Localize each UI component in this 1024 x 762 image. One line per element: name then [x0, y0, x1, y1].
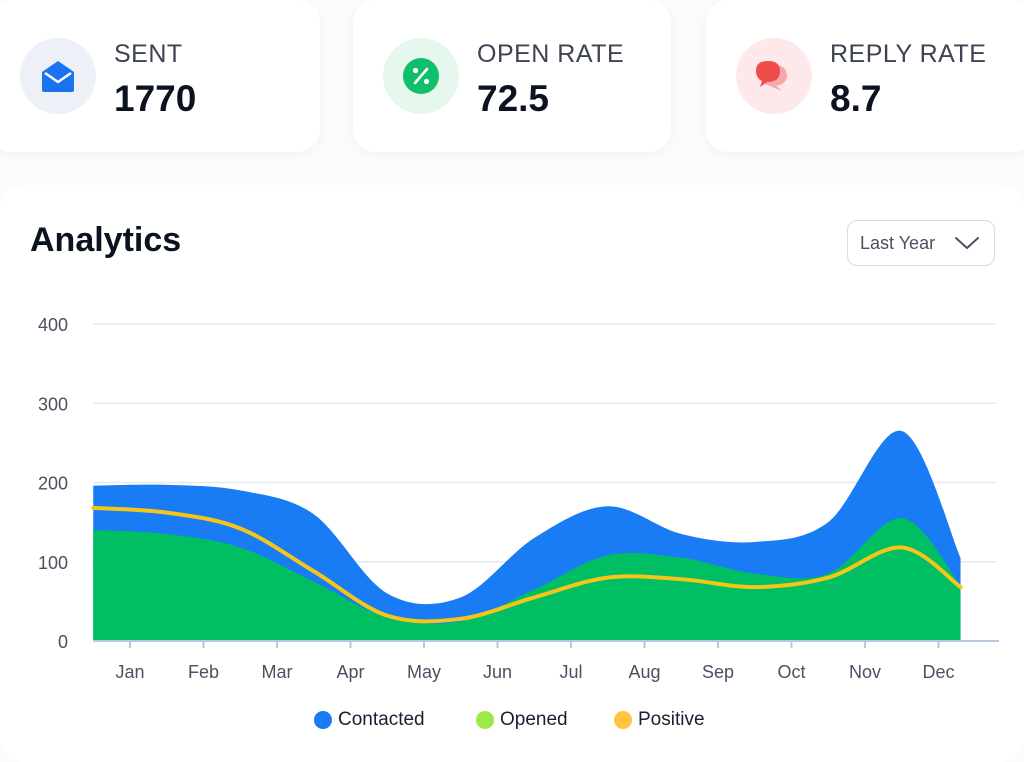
reply-rate-stat-card: REPLY RATE 8.7	[706, 0, 1024, 152]
x-tick-label: Oct	[777, 662, 805, 682]
chat-icon-circle	[736, 38, 812, 114]
x-tick-label: Dec	[922, 662, 954, 682]
x-tick-label: Jun	[483, 662, 512, 682]
legend-label-positive: Positive	[638, 709, 705, 730]
y-axis-ticks: 0 100 200 300 400	[38, 315, 68, 652]
legend-item-positive[interactable]: Positive	[614, 709, 705, 731]
sent-value: 1770	[114, 78, 197, 119]
legend-item-contacted[interactable]: Contacted	[314, 709, 425, 731]
x-tick-label: Sep	[702, 662, 734, 682]
percent-icon-circle	[383, 38, 459, 114]
x-axis-ticks: Jan Feb Mar Apr May Jun Jul Aug Sep Oct Nov Dec	[115, 641, 955, 682]
x-tick-label: Mar	[262, 662, 293, 682]
chart-legend: Contacted Opened Positive	[0, 709, 1024, 739]
legend-dot-contacted	[314, 711, 332, 729]
y-tick-label: 400	[38, 315, 68, 335]
percent-icon	[403, 58, 439, 94]
open-rate-stat-card: OPEN RATE 72.5	[353, 0, 671, 152]
analytics-panel: Analytics Last Year 0 100 200 300 400 Jan Feb…	[0, 185, 1024, 762]
open-rate-label: OPEN RATE	[477, 40, 625, 68]
x-tick-label: May	[407, 662, 441, 682]
period-dropdown-label: Last Year	[860, 232, 936, 253]
x-tick-label: Jan	[115, 662, 144, 682]
legend-label-opened: Opened	[500, 709, 568, 730]
chart-series	[91, 430, 999, 642]
sent-label: SENT	[114, 40, 183, 68]
legend-dot-positive	[614, 711, 632, 729]
y-tick-label: 200	[38, 474, 68, 494]
legend-label-contacted: Contacted	[338, 709, 425, 730]
legend-dot-opened	[476, 711, 494, 729]
x-tick-label: Feb	[188, 662, 219, 682]
y-tick-label: 0	[58, 632, 68, 652]
reply-rate-label: REPLY RATE	[830, 40, 987, 68]
analytics-title: Analytics	[30, 221, 182, 259]
analytics-chart: 0 100 200 300 400 Jan Feb Mar Apr May Jun Jul Aug Se…	[38, 315, 999, 682]
reply-rate-value: 8.7	[830, 78, 882, 119]
x-tick-label: Nov	[849, 662, 881, 682]
envelope-icon-circle	[20, 38, 96, 114]
x-tick-label: Apr	[336, 662, 364, 682]
series-area-opened	[93, 518, 961, 641]
legend-item-opened[interactable]: Opened	[476, 709, 568, 731]
chevron-down-icon	[955, 237, 979, 249]
chat-bubbles-icon	[756, 61, 787, 91]
envelope-icon	[42, 61, 74, 92]
period-dropdown[interactable]: Last Year	[847, 220, 995, 266]
open-rate-value: 72.5	[477, 78, 550, 119]
series-line-positive	[91, 505, 963, 624]
y-tick-label: 100	[38, 553, 68, 573]
x-tick-label: Jul	[559, 662, 582, 682]
sent-stat-card: SENT 1770	[0, 0, 320, 152]
x-tick-label: Aug	[628, 662, 660, 682]
y-tick-label: 300	[38, 394, 68, 414]
